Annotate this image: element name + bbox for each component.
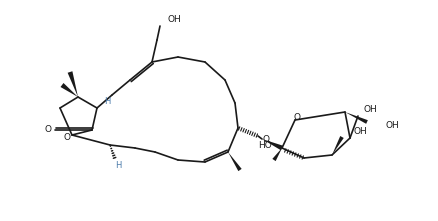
Text: O: O xyxy=(64,133,71,141)
Polygon shape xyxy=(262,139,283,150)
Polygon shape xyxy=(67,71,78,97)
Polygon shape xyxy=(332,136,344,155)
Polygon shape xyxy=(60,83,78,97)
Text: H: H xyxy=(104,97,110,105)
Text: OH: OH xyxy=(364,105,378,114)
Text: O: O xyxy=(45,126,52,135)
Text: OH: OH xyxy=(385,122,399,130)
Text: O: O xyxy=(293,112,300,122)
Text: OH: OH xyxy=(167,15,181,25)
Polygon shape xyxy=(228,152,242,171)
Polygon shape xyxy=(272,148,282,161)
Text: HO: HO xyxy=(258,141,272,151)
Polygon shape xyxy=(345,112,368,124)
Text: OH: OH xyxy=(354,126,368,135)
Text: O: O xyxy=(262,135,269,145)
Text: H: H xyxy=(115,160,121,170)
